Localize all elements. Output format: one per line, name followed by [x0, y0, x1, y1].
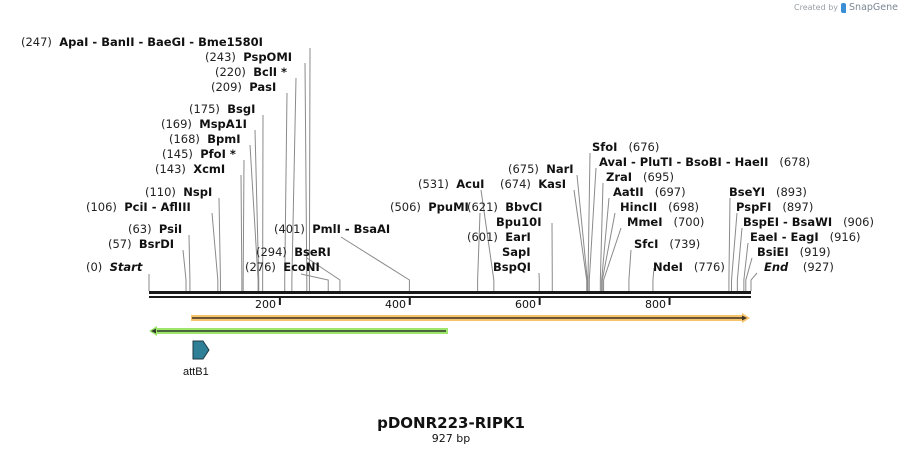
- enzyme-label-sfci[interactable]: SfcI (739): [634, 237, 701, 251]
- ruler-tick-label: 400: [385, 298, 406, 311]
- enzyme-label-nari[interactable]: (675) NarI: [508, 162, 574, 176]
- enzyme-label-pspfi[interactable]: PspFI (897): [736, 200, 814, 214]
- enzyme-label-acui[interactable]: (531) AcuI: [418, 177, 485, 191]
- enzyme-label-pfoi[interactable]: (145) PfoI *: [162, 147, 236, 161]
- credit-brand: SnapGene: [849, 2, 898, 13]
- enzyme-label-kasi[interactable]: (674) KasI: [500, 177, 567, 191]
- enzyme-label-econi[interactable]: (276) EcoNI: [245, 260, 320, 274]
- snapgene-credit: Created by SnapGene: [794, 2, 898, 13]
- ruler-tick-label: 200: [255, 298, 276, 311]
- ruler-tick-label: 600: [515, 298, 536, 311]
- enzyme-label-zrai[interactable]: ZraI (695): [606, 170, 674, 184]
- enzyme-label-bseyi[interactable]: BseYI (893): [729, 185, 807, 199]
- enzyme-label-eari[interactable]: (601) EarI: [467, 230, 531, 244]
- enzyme-label-ndei[interactable]: NdeI (776): [653, 260, 725, 274]
- enzyme-label-bsgi[interactable]: (175) BsgI: [189, 102, 256, 116]
- enzyme-label-mmei[interactable]: MmeI (700): [627, 215, 705, 229]
- enzyme-label-bseri[interactable]: (294) BseRI: [256, 245, 331, 259]
- feature-label-attb1[interactable]: attB1: [183, 366, 209, 378]
- credit-prefix: Created by: [794, 3, 839, 12]
- green-feature-arrow[interactable]: [149, 326, 448, 336]
- enzyme-label-nspi[interactable]: (110) NspI: [145, 185, 213, 199]
- enzyme-label-bspqi[interactable]: BspQI: [493, 260, 531, 274]
- enzyme-label-bcli[interactable]: (220) BclI *: [215, 65, 288, 79]
- enzyme-label-mspa1i[interactable]: (169) MspA1I: [161, 117, 247, 131]
- enzyme-label-hincii[interactable]: HincII (698): [620, 200, 700, 214]
- attB1-feature-arrow[interactable]: [192, 340, 210, 360]
- enzyme-label-xcmi[interactable]: (143) XcmI: [155, 162, 226, 176]
- enzyme-label-psp-omi[interactable]: (243) PspOMI: [205, 50, 293, 64]
- enzyme-label-sfoi[interactable]: SfoI (676): [592, 140, 660, 154]
- enzyme-label-pmli-bsaai[interactable]: (401) PmlI - BsaAI: [274, 222, 391, 236]
- enzyme-label-bpu10i[interactable]: Bpu10I: [496, 215, 542, 229]
- enzyme-label-pcii-afliii[interactable]: (106) PciI - AflIII: [86, 200, 191, 214]
- enzyme-label-bbvci[interactable]: (621) BbvCI: [467, 200, 543, 214]
- end-label[interactable]: End (927): [764, 260, 834, 274]
- enzyme-label-bpmi[interactable]: (168) BpmI: [169, 132, 241, 146]
- map-title: pDONR223-RIPK1: [377, 414, 525, 432]
- backbone-top-strand: [149, 291, 751, 294]
- backbone-bottom-strand: [149, 296, 751, 298]
- enzyme-label-eaei-eagi[interactable]: EaeI - EagI (916): [750, 230, 861, 244]
- enzyme-label-pasi[interactable]: (209) PasI: [211, 80, 277, 94]
- start-label[interactable]: (0) Start: [86, 260, 143, 274]
- enzyme-label-aatii[interactable]: AatII (697): [613, 185, 686, 199]
- ruler-ticks: [278, 298, 671, 305]
- map-length: 927 bp: [431, 432, 471, 445]
- enzyme-label-bsrdi[interactable]: (57) BsrDI: [108, 237, 175, 251]
- enzyme-label-ppumi[interactable]: (506) PpuMI: [390, 200, 469, 214]
- enzyme-label-sapi[interactable]: SapI: [502, 245, 531, 259]
- enzyme-label-bspei-bsawi[interactable]: BspEI - BsaWI (906): [743, 215, 874, 229]
- enzyme-label-apai-group[interactable]: (247) ApaI - BanII - BaeGI - Bme1580I: [21, 35, 263, 49]
- ruler-tick-label: 800: [645, 298, 666, 311]
- enzyme-label-avai-group[interactable]: AvaI - PluTI - BsoBI - HaeII (678): [599, 155, 811, 169]
- enzyme-label-bsiei[interactable]: BsiEI (919): [757, 245, 831, 259]
- enzyme-label-psii[interactable]: (63) PsiI: [128, 222, 183, 236]
- snapgene-logo-icon: [841, 2, 847, 13]
- cut-site-lines: [148, 47, 758, 291]
- orange-feature-arrow[interactable]: [191, 313, 750, 323]
